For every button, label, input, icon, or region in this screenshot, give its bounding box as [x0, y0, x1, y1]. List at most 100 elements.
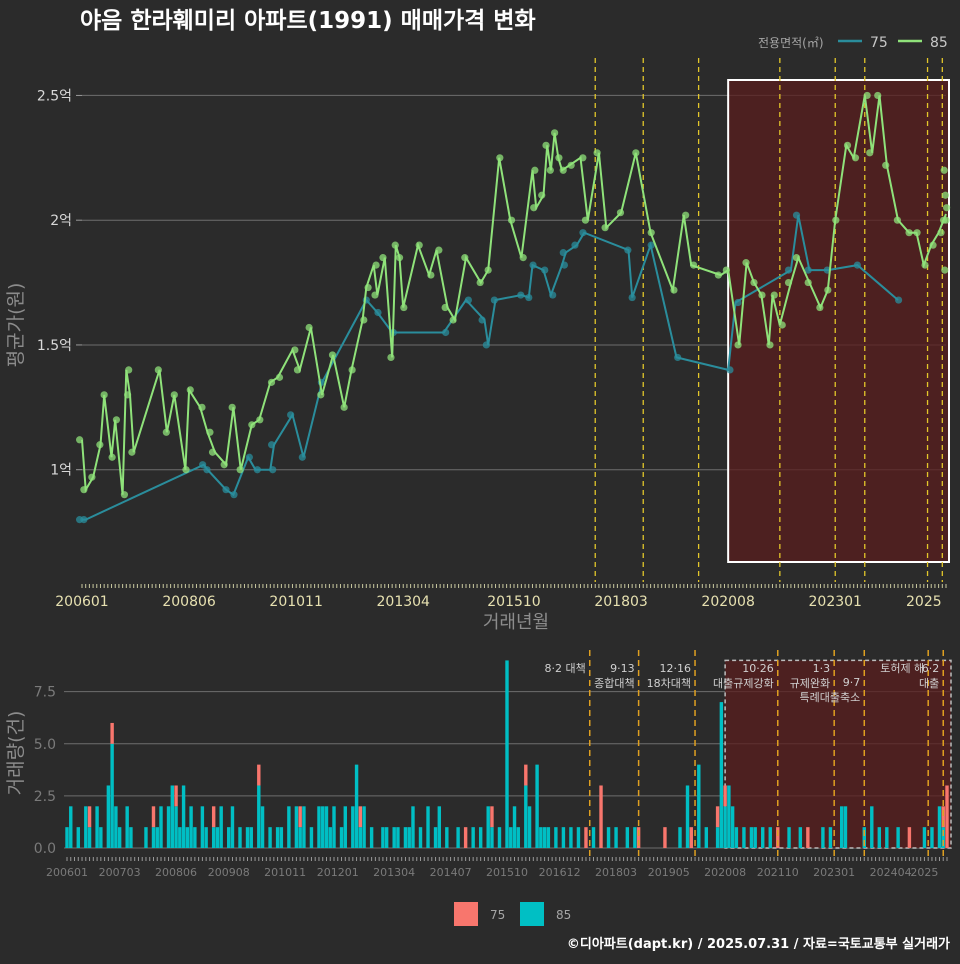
price-point-75 — [804, 266, 812, 274]
price-point-85 — [162, 428, 170, 436]
volume-bar-85 — [614, 827, 618, 848]
volume-x-tick-label: 202301 — [813, 866, 855, 879]
price-x-tick-label: 201510 — [487, 594, 540, 610]
volume-bar-85 — [381, 827, 385, 848]
volume-bar-75 — [776, 827, 780, 848]
volume-axis: 0.0 2.5 5.0 7.5 200601 200703 200806 200908 2010… — [34, 685, 948, 879]
volume-x-tick-label: 201803 — [595, 866, 637, 879]
volume-bar-85 — [426, 806, 430, 848]
volume-bar-85 — [497, 827, 502, 848]
volume-bar-85 — [723, 806, 727, 848]
volume-bar-85 — [509, 827, 513, 848]
price-point-85 — [76, 436, 84, 444]
volume-bar-85 — [200, 806, 205, 848]
price-point-75 — [529, 261, 537, 269]
volume-x-tick-label: 201407 — [430, 866, 472, 879]
price-point-85 — [371, 291, 379, 299]
volume-x-tick-label: 200806 — [155, 866, 197, 879]
volume-bar-75 — [358, 806, 363, 828]
volume-bar-75 — [636, 827, 641, 848]
price-point-85 — [198, 403, 206, 411]
price-point-75 — [541, 266, 549, 274]
volume-bar-85 — [294, 806, 299, 848]
volume-bar-75 — [584, 827, 588, 848]
volume-x-tick-label: 2025 — [910, 866, 938, 879]
price-point-85 — [616, 209, 625, 217]
price-point-85 — [941, 266, 949, 274]
volume-bar-85 — [215, 827, 220, 848]
volume-bar-85 — [151, 827, 156, 848]
legend-title: 전용면적(㎡) — [758, 36, 824, 50]
volume-bar-85 — [930, 827, 934, 848]
price-point-75 — [624, 246, 632, 254]
price-point-85 — [943, 204, 951, 212]
volume-bar-85 — [418, 827, 423, 848]
volume-bar-85 — [219, 806, 223, 848]
price-point-85 — [784, 278, 793, 287]
volume-bar-85 — [339, 827, 344, 848]
price-x-tick-label: 201011 — [269, 594, 322, 610]
volume-bar-85 — [193, 827, 197, 848]
volume-bar-75 — [806, 827, 810, 848]
volume-bar-85 — [505, 660, 509, 848]
volume-bar-85 — [129, 827, 133, 848]
volume-bar-85 — [685, 785, 690, 848]
volume-shade-box — [724, 659, 952, 849]
legend-label-85: 85 — [930, 35, 948, 51]
volume-bar-75 — [211, 806, 216, 828]
volume-bar-75 — [723, 785, 727, 807]
volume-bar-85 — [749, 827, 754, 848]
volume-bar-85 — [159, 806, 163, 848]
volume-bar-85 — [798, 827, 803, 848]
price-point-85 — [395, 254, 404, 262]
price-point-75 — [478, 316, 486, 324]
volume-bar-85 — [396, 827, 400, 848]
volume-policy-label: 10·26 — [742, 662, 774, 675]
volume-y-tick-label: 0.0 — [34, 841, 56, 857]
price-point-85 — [208, 448, 217, 456]
volume-bar-75 — [490, 806, 494, 828]
price-point-85 — [770, 291, 778, 299]
price-point-85 — [228, 403, 236, 411]
volume-policy-label: 6·2 — [922, 662, 940, 675]
price-point-75 — [674, 353, 682, 362]
price-point-85 — [415, 241, 423, 249]
volume-bar-85 — [249, 827, 253, 848]
volume-policy-label: 12·16 — [660, 662, 692, 675]
volume-bar-85 — [166, 806, 171, 848]
price-point-85 — [921, 261, 929, 269]
price-y-tick-label: 1.5억 — [37, 338, 72, 354]
price-point-75 — [559, 249, 567, 257]
price-point-85 — [387, 353, 395, 362]
price-point-85 — [942, 216, 950, 224]
volume-x-tick-label: 201201 — [317, 866, 359, 879]
volume-bar-85 — [298, 827, 302, 848]
price-x-tick-label: 200806 — [162, 594, 216, 610]
volume-bar-85 — [69, 806, 73, 848]
price-point-85 — [124, 391, 132, 399]
price-point-85 — [476, 278, 484, 287]
price-point-85 — [766, 341, 774, 349]
price-point-75 — [628, 293, 636, 302]
price-point-85 — [182, 466, 190, 474]
volume-bar-85 — [821, 827, 825, 848]
price-point-75 — [298, 453, 306, 461]
volume-bar-85 — [245, 827, 250, 848]
price-point-85 — [125, 366, 133, 374]
price-point-85 — [559, 166, 567, 174]
price-point-85 — [220, 461, 228, 469]
price-point-85 — [734, 341, 742, 349]
volume-x-tick-label: 202404 — [870, 866, 912, 879]
price-point-85 — [435, 246, 443, 254]
price-point-85 — [690, 261, 698, 269]
price-point-75 — [482, 341, 490, 349]
volume-bar-85 — [260, 806, 265, 848]
volume-bar-85 — [178, 827, 182, 848]
volume-x-tick-label: 202008 — [704, 866, 746, 879]
price-point-75 — [579, 229, 587, 237]
volume-bar-85 — [268, 827, 272, 848]
volume-bar-85 — [561, 827, 566, 848]
volume-bar-75 — [463, 827, 468, 848]
volume-bar-85 — [328, 827, 332, 848]
